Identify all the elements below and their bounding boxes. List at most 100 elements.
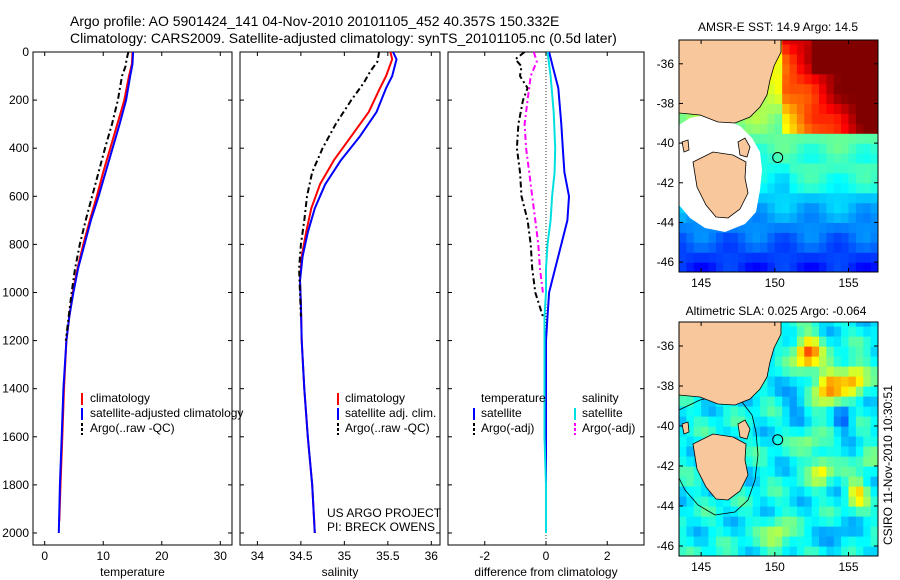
map-cell [826,113,835,124]
map-cell [679,212,687,223]
map-cell [826,356,835,367]
map-cell [782,133,791,144]
map-cell [760,133,769,144]
map-cell [863,242,872,253]
map-cell [833,406,842,417]
map-cell [811,376,820,387]
map-cell [723,496,732,507]
map-cell [870,93,878,104]
map-cell [774,143,783,154]
map-cell [774,192,783,204]
map-cell [855,322,864,327]
map-cell [767,486,776,497]
map-x-tick-label: 150 [765,276,785,290]
map-cell [848,202,857,214]
difference-legend: temperature satellite Argo(-adj) salinit… [473,391,635,435]
map-cell [811,346,820,357]
map-cell [715,516,724,527]
map-cell [819,376,827,387]
map-cell [796,546,805,556]
map-cell [855,202,864,214]
map-cell [686,506,695,517]
map-cell [811,536,820,547]
map-cell [723,416,732,427]
map-cell [796,133,805,144]
map-cell [679,396,687,407]
map-cell [811,436,820,447]
map-cell [819,406,827,417]
map-cell [841,436,850,447]
map-cell [811,326,820,337]
map-cell [730,536,739,547]
map-cell [863,356,872,367]
map-cell [789,386,798,397]
map-cell [679,436,687,447]
map-cell [826,252,835,263]
map-cell [870,386,878,397]
map-cell [819,153,827,164]
map-cell [833,516,842,527]
map-cell [796,416,805,427]
map-cell [789,426,798,437]
map-cell [819,326,827,337]
map-cell [782,242,791,253]
temperature-profile-panel: 0 10 20 30 0 200 400 600 800 1000 1200 1400 1600 1800… [2,45,233,579]
map-cell [715,496,724,507]
map-cell [782,182,791,194]
map-cell [782,426,791,437]
map-cell [855,172,864,184]
x-axis-label: temperature [100,565,165,579]
map-cell [863,426,872,437]
map-cell [804,172,813,184]
map-cell [870,416,878,427]
map-cell [848,456,857,467]
map-cell [811,252,820,263]
map-cell [767,153,776,164]
map-cell [782,44,791,55]
map-cell [819,83,827,95]
map-cell [841,516,850,527]
map-cell [826,83,835,95]
map-cell [760,496,769,507]
map-cell [760,506,769,517]
map-cell [686,242,695,253]
map-cell [863,526,872,537]
map-cell [774,262,783,272]
map-cell [804,202,813,214]
map-cell [841,222,850,233]
map-cell [760,386,769,397]
map-cell [870,426,878,437]
map-cell [752,212,761,223]
map-cell [686,536,695,547]
map-cell [760,466,769,477]
map-cell [774,486,783,497]
map-cell [782,546,791,556]
map-cell [863,83,872,95]
series-line [299,52,398,534]
map-cell [870,536,878,547]
x-tick-label: 34 [251,549,265,563]
flinders-island-land [737,419,751,440]
map-cell [782,262,791,272]
map-cell [870,476,878,487]
map-cell [686,416,695,427]
map-cell [796,40,805,45]
map-cell [679,242,687,253]
map-cell [782,63,791,75]
map-cell [841,192,850,204]
map-cell [796,496,805,507]
map-cell [738,262,746,272]
map-cell [686,446,695,457]
map-cell [760,103,769,114]
map-cell [811,133,820,144]
map-cell [693,222,702,233]
map-cell [811,192,820,204]
map-cell [833,222,842,233]
map-cell [870,242,878,253]
map-cell [782,526,791,537]
map-cell [819,396,827,407]
map-cell [760,232,769,243]
map-cell [789,153,798,164]
map-cell [715,406,724,417]
legend-salinity-heading: salinity [582,391,619,405]
